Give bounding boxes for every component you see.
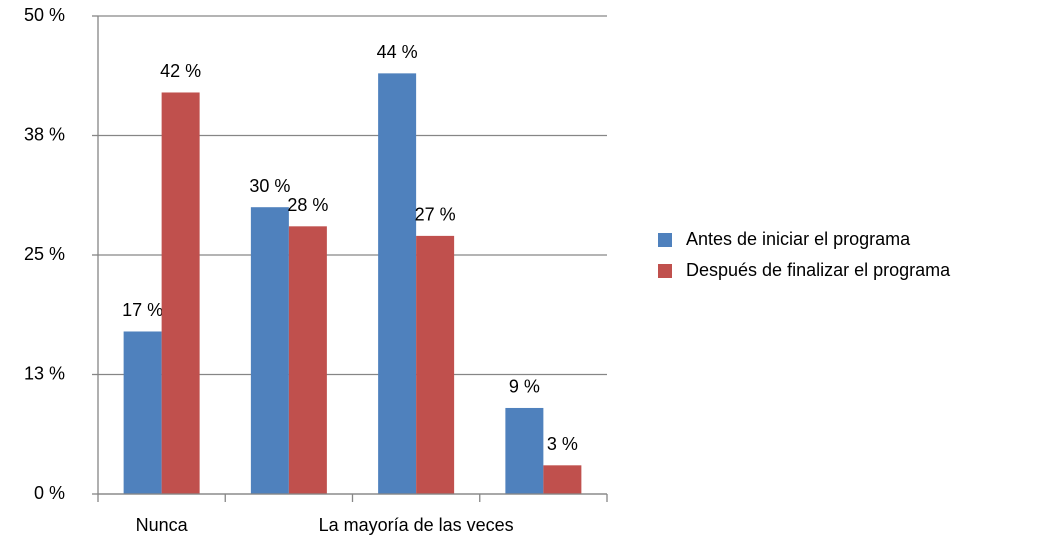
data-label: 44 %: [377, 42, 418, 62]
legend-label: Antes de iniciar el programa: [686, 229, 911, 249]
data-label: 28 %: [287, 195, 328, 215]
data-label: 9 %: [509, 377, 540, 397]
bar: [505, 407, 544, 494]
data-label: 42 %: [160, 61, 201, 81]
y-tick-label: 25 %: [24, 244, 65, 264]
legend-swatch: [658, 233, 672, 247]
y-tick-label: 50 %: [24, 5, 65, 25]
data-label: 27 %: [415, 205, 456, 225]
legend-swatch: [658, 264, 672, 278]
data-label: 17 %: [122, 300, 163, 320]
y-tick-label: 13 %: [24, 363, 65, 383]
bar: [288, 226, 327, 494]
bar: [250, 207, 289, 494]
bar: [123, 331, 162, 494]
x-tick-label: La mayoría de las veces: [319, 515, 514, 535]
y-tick-label: 38 %: [24, 124, 65, 144]
x-tick-label: Nunca: [136, 515, 189, 535]
bar: [543, 465, 582, 494]
data-label: 3 %: [547, 434, 578, 454]
legend-label: Después de finalizar el programa: [686, 260, 951, 280]
bar: [161, 92, 200, 494]
data-label: 30 %: [249, 176, 290, 196]
y-tick-label: 0 %: [34, 483, 65, 503]
bar: [378, 73, 417, 495]
bar: [416, 235, 455, 494]
